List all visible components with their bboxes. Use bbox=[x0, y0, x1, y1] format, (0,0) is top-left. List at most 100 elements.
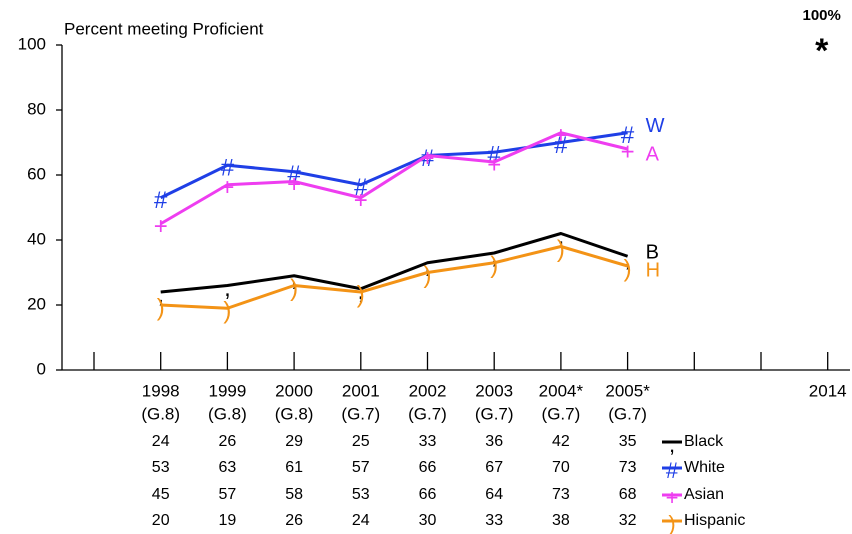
series-line bbox=[160, 232, 629, 294]
legend-label: Hispanic bbox=[684, 512, 745, 529]
point-marker: ) bbox=[223, 298, 231, 325]
x-tick-label: 2002 bbox=[409, 381, 447, 400]
y-axis-label: Percent meeting Proficient bbox=[64, 19, 264, 38]
legend-marker: + bbox=[666, 485, 679, 510]
legend-label: White bbox=[684, 459, 725, 476]
table-value: 20 bbox=[152, 512, 170, 529]
point-marker: , bbox=[157, 281, 164, 308]
point-marker: ) bbox=[624, 255, 632, 282]
x-tick-label: 1998 bbox=[142, 381, 180, 400]
table-value: 67 bbox=[485, 459, 503, 476]
point-marker: # bbox=[421, 145, 435, 172]
table-value: 26 bbox=[285, 512, 303, 529]
point-marker: # bbox=[154, 187, 168, 214]
x-tick-sublabel: (G.8) bbox=[141, 404, 180, 423]
point-marker: + bbox=[554, 122, 568, 149]
table-value: 68 bbox=[619, 486, 637, 503]
y-tick-label: 20 bbox=[27, 294, 46, 313]
y-tick-label: 60 bbox=[27, 164, 46, 183]
table-value: 29 bbox=[285, 433, 303, 450]
point-marker: , bbox=[224, 275, 231, 302]
point-marker: ) bbox=[157, 294, 165, 321]
series-line bbox=[160, 245, 629, 310]
table-value: 58 bbox=[285, 486, 303, 503]
point-marker: , bbox=[291, 265, 298, 292]
legend-marker: , bbox=[669, 432, 675, 457]
table-value: 70 bbox=[552, 459, 570, 476]
table-value: 73 bbox=[619, 459, 637, 476]
table-value: 24 bbox=[352, 512, 370, 529]
x-tick-sublabel: (G.7) bbox=[408, 404, 447, 423]
table-value: 26 bbox=[219, 433, 237, 450]
point-marker: , bbox=[558, 223, 565, 250]
point-marker: ) bbox=[357, 281, 365, 308]
point-marker: + bbox=[354, 187, 368, 214]
end-label: W bbox=[646, 115, 665, 137]
y-tick-label: 80 bbox=[27, 99, 46, 118]
table-value: 73 bbox=[552, 486, 570, 503]
x-tick-label: 2014 bbox=[809, 381, 847, 400]
x-tick-label: 2004* bbox=[539, 381, 584, 400]
legend-marker: ) bbox=[668, 511, 675, 534]
point-marker: + bbox=[621, 138, 635, 165]
table-value: 45 bbox=[152, 486, 170, 503]
table-value: 19 bbox=[219, 512, 237, 529]
x-tick-label: 2001 bbox=[342, 381, 380, 400]
point-marker: ) bbox=[557, 236, 565, 263]
point-marker: + bbox=[154, 213, 168, 240]
annotation-label: 100% bbox=[803, 7, 841, 24]
legend-label: Asian bbox=[684, 486, 724, 503]
point-marker: + bbox=[487, 151, 501, 178]
point-marker: ) bbox=[424, 262, 432, 289]
table-value: 64 bbox=[485, 486, 503, 503]
x-tick-sublabel: (G.7) bbox=[475, 404, 514, 423]
x-tick-label: 2003 bbox=[475, 381, 513, 400]
table-value: 53 bbox=[352, 486, 370, 503]
table-value: 24 bbox=[152, 433, 170, 450]
table-value: 42 bbox=[552, 433, 570, 450]
series-line bbox=[160, 131, 628, 200]
table-value: 53 bbox=[152, 459, 170, 476]
x-tick-sublabel: (G.7) bbox=[341, 404, 380, 423]
point-marker: , bbox=[624, 246, 631, 273]
table-value: 57 bbox=[219, 486, 237, 503]
table-value: 30 bbox=[419, 512, 437, 529]
table-value: 35 bbox=[619, 433, 637, 450]
y-tick-label: 100 bbox=[18, 34, 46, 53]
table-value: 38 bbox=[552, 512, 570, 529]
point-marker: + bbox=[420, 145, 434, 172]
annotation-marker: * bbox=[815, 32, 829, 70]
x-tick-sublabel: (G.7) bbox=[542, 404, 581, 423]
legend-marker: # bbox=[666, 458, 679, 483]
end-label: A bbox=[646, 143, 660, 165]
point-marker: , bbox=[424, 252, 431, 279]
table-value: 36 bbox=[485, 433, 503, 450]
series-line bbox=[159, 131, 628, 226]
point-marker: + bbox=[287, 171, 301, 198]
table-value: 61 bbox=[285, 459, 303, 476]
x-tick-label: 2005* bbox=[605, 381, 650, 400]
table-value: 33 bbox=[419, 433, 437, 450]
table-value: 33 bbox=[485, 512, 503, 529]
table-value: 66 bbox=[419, 486, 437, 503]
end-label: H bbox=[646, 259, 660, 281]
end-label: B bbox=[646, 242, 659, 264]
table-value: 32 bbox=[619, 512, 637, 529]
table-value: 63 bbox=[219, 459, 237, 476]
point-marker: , bbox=[491, 242, 498, 269]
table-value: 66 bbox=[419, 459, 437, 476]
y-tick-label: 0 bbox=[37, 359, 46, 378]
point-marker: # bbox=[554, 132, 568, 159]
legend-label: Black bbox=[684, 433, 724, 450]
y-tick-label: 40 bbox=[27, 229, 46, 248]
point-marker: ) bbox=[290, 275, 298, 302]
x-tick-sublabel: (G.8) bbox=[275, 404, 314, 423]
point-marker: # bbox=[621, 122, 635, 149]
x-tick-sublabel: (G.8) bbox=[208, 404, 247, 423]
x-tick-sublabel: (G.7) bbox=[608, 404, 647, 423]
table-value: 57 bbox=[352, 459, 370, 476]
x-tick-label: 1999 bbox=[208, 381, 246, 400]
point-marker: + bbox=[220, 174, 234, 201]
point-marker: # bbox=[221, 155, 235, 182]
